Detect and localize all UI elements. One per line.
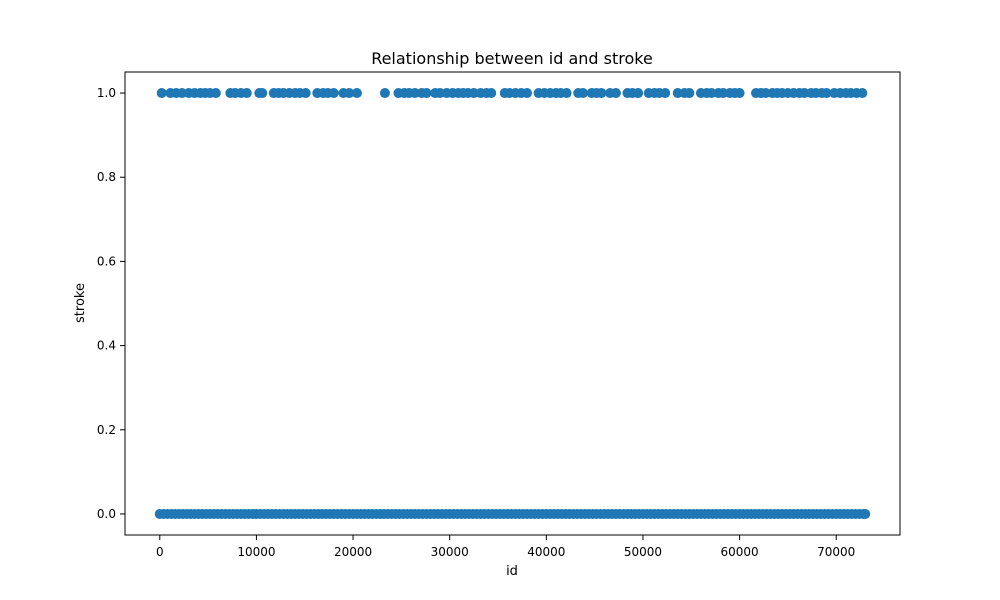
scatter-point bbox=[156, 88, 167, 99]
scatter-point bbox=[684, 88, 695, 99]
scatter-point bbox=[328, 88, 339, 99]
scatter-point bbox=[486, 88, 497, 99]
scatter-point bbox=[344, 88, 355, 99]
scatter-points bbox=[154, 88, 871, 519]
x-axis: 0 10000 20000 30000 40000 50000 60000 70000 bbox=[156, 535, 855, 559]
y-tick-label: 0.4 bbox=[97, 339, 116, 353]
y-tick-label: 0.0 bbox=[97, 507, 116, 521]
x-tick-label: 10000 bbox=[237, 545, 275, 559]
y-tick-label: 0.2 bbox=[97, 423, 116, 437]
scatter-point bbox=[300, 88, 311, 99]
chart-title: Relationship between id and stroke bbox=[371, 49, 653, 68]
scatter-point bbox=[210, 88, 221, 99]
scatter-point bbox=[379, 88, 390, 99]
x-tick-label: 30000 bbox=[431, 545, 469, 559]
scatter-point bbox=[610, 88, 621, 99]
scatter-point bbox=[860, 508, 871, 519]
scatter-point bbox=[421, 88, 432, 99]
scatter-point bbox=[857, 88, 868, 99]
x-tick-label: 60000 bbox=[720, 545, 758, 559]
x-tick-label: 70000 bbox=[817, 545, 855, 559]
x-tick-label: 0 bbox=[156, 545, 164, 559]
x-tick-label: 40000 bbox=[527, 545, 565, 559]
scatter-point bbox=[660, 88, 671, 99]
y-axis: 0.0 0.2 0.4 0.6 0.8 1.0 bbox=[97, 86, 125, 521]
y-tick-label: 0.6 bbox=[97, 254, 116, 268]
scatter-point bbox=[351, 88, 362, 99]
x-axis-label: id bbox=[506, 564, 518, 579]
scatter-point bbox=[561, 88, 572, 99]
x-tick-label: 20000 bbox=[334, 545, 372, 559]
scatter-point bbox=[522, 88, 532, 99]
scatter-point bbox=[734, 88, 745, 99]
scatter-point bbox=[241, 88, 252, 99]
y-tick-label: 1.0 bbox=[97, 86, 116, 100]
scatter-point bbox=[578, 88, 589, 99]
plot-area-frame bbox=[124, 71, 901, 536]
y-tick-label: 0.8 bbox=[97, 170, 116, 184]
scatter-point bbox=[633, 88, 644, 99]
scatter-point bbox=[596, 88, 607, 99]
x-tick-label: 50000 bbox=[624, 545, 662, 559]
scatter-point bbox=[821, 88, 832, 99]
y-axis-label: stroke bbox=[73, 283, 88, 323]
scatter-point bbox=[257, 88, 268, 99]
